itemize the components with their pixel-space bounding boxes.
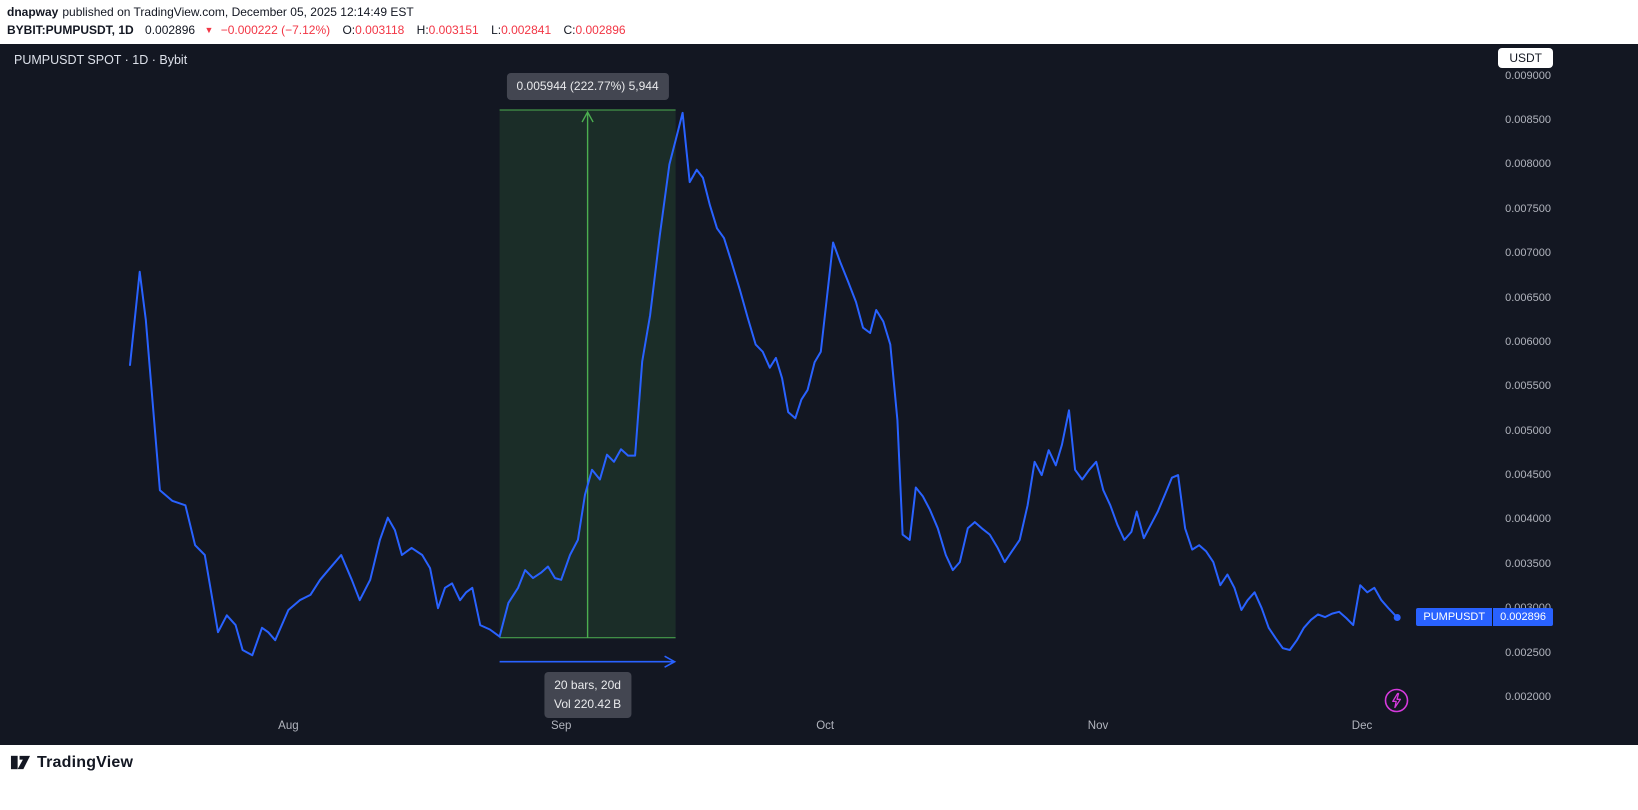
measure-price-tooltip: 0.005944 (222.77%) 5,944: [506, 73, 669, 101]
price-tick-label: 0.006000: [1505, 335, 1551, 348]
time-axis-label: Dec: [1351, 720, 1373, 732]
measure-bars-label: 20 bars, 20d: [554, 677, 621, 692]
price-tick-label: 0.008500: [1505, 114, 1551, 126]
price-tick-label: 0.007000: [1505, 247, 1551, 260]
author-name: dnapway: [7, 5, 59, 19]
chart-canvas[interactable]: PUMPUSDT SPOT · 1D · Bybit USDT 0.009000…: [0, 44, 1638, 745]
currency-toggle-button[interactable]: USDT: [1498, 48, 1553, 68]
last-price-badge: PUMPUSDT 0.002896: [1416, 608, 1553, 627]
price-line-chart[interactable]: [0, 44, 1638, 745]
price-tick-label: 0.009000: [1505, 69, 1551, 82]
symbol-ohlc-line: BYBIT:PUMPUSDT, 1D 0.002896 ▼ −0.000222 …: [7, 22, 1638, 40]
price-tick-label: 0.007500: [1505, 202, 1551, 215]
price-tick-label: 0.002500: [1505, 646, 1551, 659]
flash-icon: [1384, 688, 1409, 713]
symbol-interval: BYBIT:PUMPUSDT, 1D: [7, 23, 134, 37]
badge-symbol: PUMPUSDT: [1416, 608, 1493, 627]
ohlc-close: C:0.002896: [563, 23, 626, 37]
price-tick-label: 0.006500: [1505, 291, 1551, 304]
tradingview-logo[interactable]: TradingView: [10, 752, 150, 773]
page-footer: TradingView: [0, 745, 1638, 810]
tradingview-logo-text: TradingView: [37, 753, 134, 771]
price-tick-label: 0.002000: [1505, 691, 1551, 703]
down-arrow-icon: ▼: [204, 25, 214, 35]
time-axis-label: Sep: [550, 720, 572, 732]
publish-line: dnapway published on TradingView.com, Dec…: [7, 4, 1638, 21]
ohlc-low: L:0.002841: [491, 23, 552, 37]
price-change: −0.000222 (−7.12%): [220, 23, 331, 37]
ohlc-open: O:0.003118: [342, 23, 405, 37]
last-price-dot: [1393, 613, 1401, 621]
boost-flash-button[interactable]: [1383, 687, 1410, 714]
measure-range-label: 0.005944 (222.77%) 5,944: [516, 79, 659, 94]
time-axis-label: Aug: [278, 720, 299, 732]
measure-date-arrowhead: [664, 655, 677, 668]
price-tick-label: 0.004500: [1505, 469, 1551, 482]
measure-up-arrowhead: [581, 110, 594, 123]
measure-volume-label: Vol 220.42 B: [554, 696, 622, 711]
price-tick-label: 0.005000: [1505, 424, 1551, 437]
badge-price: 0.002896: [1493, 608, 1553, 627]
tradingview-logo-mark: [10, 755, 31, 770]
price-tick-label: 0.003500: [1505, 557, 1551, 570]
time-axis-label: Nov: [1087, 720, 1109, 732]
price-line: [129, 111, 1399, 657]
publish-header: dnapway published on TradingView.com, Dec…: [0, 0, 1638, 44]
chart-title: PUMPUSDT SPOT · 1D · Bybit: [14, 53, 188, 67]
header-last-price: 0.002896: [145, 23, 196, 37]
time-axis-label: Oct: [816, 720, 835, 732]
publish-info: published on TradingView.com, December 0…: [62, 5, 414, 19]
ohlc-high: H:0.003151: [416, 23, 479, 37]
price-tick-label: 0.005500: [1505, 380, 1551, 393]
price-tick-label: 0.008000: [1505, 158, 1551, 171]
measure-date-tooltip: 20 bars, 20d Vol 220.42 B: [544, 671, 632, 718]
price-tick-label: 0.004000: [1505, 513, 1551, 526]
